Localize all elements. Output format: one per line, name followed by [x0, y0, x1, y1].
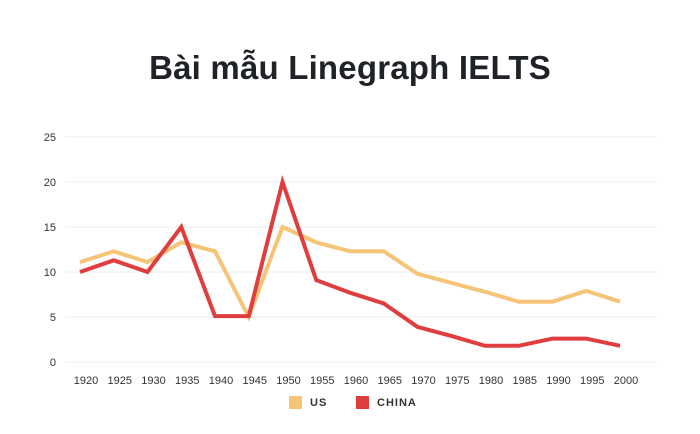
x-tick-label: 1970: [411, 375, 435, 387]
legend-swatch-us: [289, 396, 302, 409]
chart-title: Bài mẫu Linegraph IELTS: [149, 49, 551, 86]
x-tick-label: 1990: [546, 375, 570, 387]
y-tick-label: 0: [50, 357, 56, 369]
x-axis-ticks: 1920 1925 1930 1935 1940 1945 1950 1955 1960 1965…: [74, 375, 638, 387]
y-axis-ticks: 0 5 10 15 20 25: [44, 132, 56, 369]
x-tick-label: 1945: [243, 375, 267, 387]
legend: US CHINA: [0, 396, 700, 414]
x-tick-label: 1955: [310, 375, 334, 387]
gridlines: [65, 136, 657, 363]
y-tick-label: 10: [44, 267, 56, 279]
x-tick-label: 1995: [580, 375, 604, 387]
x-tick-label: 1975: [445, 375, 469, 387]
x-tick-label: 2000: [614, 375, 638, 387]
series-lines: [79, 174, 621, 348]
x-tick-label: 1960: [344, 375, 368, 387]
x-tick-label: 1925: [108, 375, 132, 387]
y-tick-label: 15: [44, 222, 56, 234]
x-tick-label: 1920: [74, 375, 98, 387]
y-tick-label: 25: [44, 132, 56, 144]
x-tick-label: 1930: [141, 375, 165, 387]
legend-label-china: CHINA: [377, 396, 417, 409]
x-tick-label: 1965: [378, 375, 402, 387]
series-line-us: [79, 224, 621, 322]
legend-label-us: US: [310, 396, 328, 409]
x-tick-label: 1985: [513, 375, 537, 387]
legend-item-china[interactable]: CHINA: [356, 396, 417, 409]
x-tick-label: 1935: [175, 375, 199, 387]
series-line-china: [79, 174, 621, 348]
y-tick-label: 20: [44, 177, 56, 189]
x-tick-label: 1980: [479, 375, 503, 387]
x-tick-label: 1950: [276, 375, 300, 387]
x-tick-label: 1940: [209, 375, 233, 387]
legend-swatch-china: [356, 396, 369, 409]
y-tick-label: 5: [50, 312, 56, 324]
legend-item-us[interactable]: US: [289, 396, 327, 409]
